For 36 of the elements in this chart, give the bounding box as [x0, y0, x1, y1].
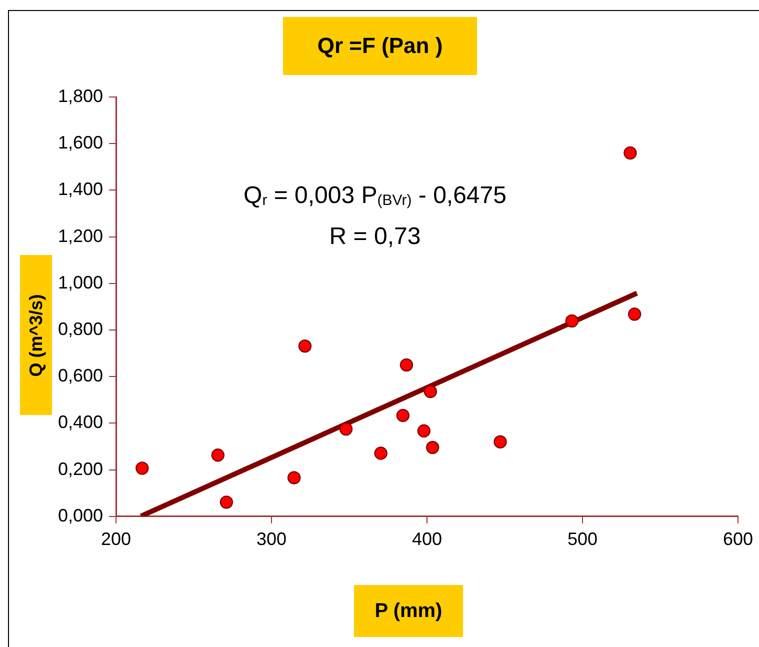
y-axis-title: Q (m^3/s) — [26, 294, 46, 376]
y-tick-label: 1,800 — [58, 86, 104, 106]
point — [220, 496, 234, 509]
point — [211, 448, 224, 462]
y-tick-label: 1,000 — [58, 272, 104, 292]
annotation: R = 0,73 — [328, 222, 422, 252]
point — [374, 446, 388, 460]
x-tick-label: 600 — [722, 529, 754, 550]
point — [628, 308, 642, 321]
chart-title: Qr =F (Pan ) — [283, 17, 477, 75]
x-tick-label: 400 — [412, 529, 442, 550]
point — [339, 422, 353, 436]
y-tick-label: 1,600 — [58, 132, 104, 153]
point — [494, 435, 507, 448]
y-tick-label: 1,200 — [58, 226, 104, 246]
y-tick-label: 0,400 — [58, 412, 104, 432]
point — [396, 408, 410, 422]
point — [565, 314, 579, 328]
point — [287, 471, 301, 484]
x-tick-label: 300 — [256, 529, 287, 550]
x-axis-title: P (mm) — [354, 585, 463, 637]
x-tick-label: 200 — [101, 529, 132, 550]
y-tick-label: 0,600 — [58, 366, 104, 386]
y-tick-label: 1,400 — [58, 179, 104, 200]
y-tick-label: 0,800 — [58, 318, 104, 339]
x-tick-label: 500 — [567, 529, 598, 550]
point — [298, 339, 312, 353]
point — [400, 358, 414, 372]
point — [136, 462, 149, 475]
point — [624, 146, 637, 160]
y-tick-label: 0,000 — [58, 505, 104, 526]
y-tick-label: 0,200 — [58, 458, 104, 479]
point — [424, 384, 438, 398]
point — [426, 440, 440, 454]
point — [417, 424, 431, 438]
annotation: Q$_{r}$ = 0,003 P$_{(BVr)}$ - 0,6475 — [242, 181, 508, 211]
